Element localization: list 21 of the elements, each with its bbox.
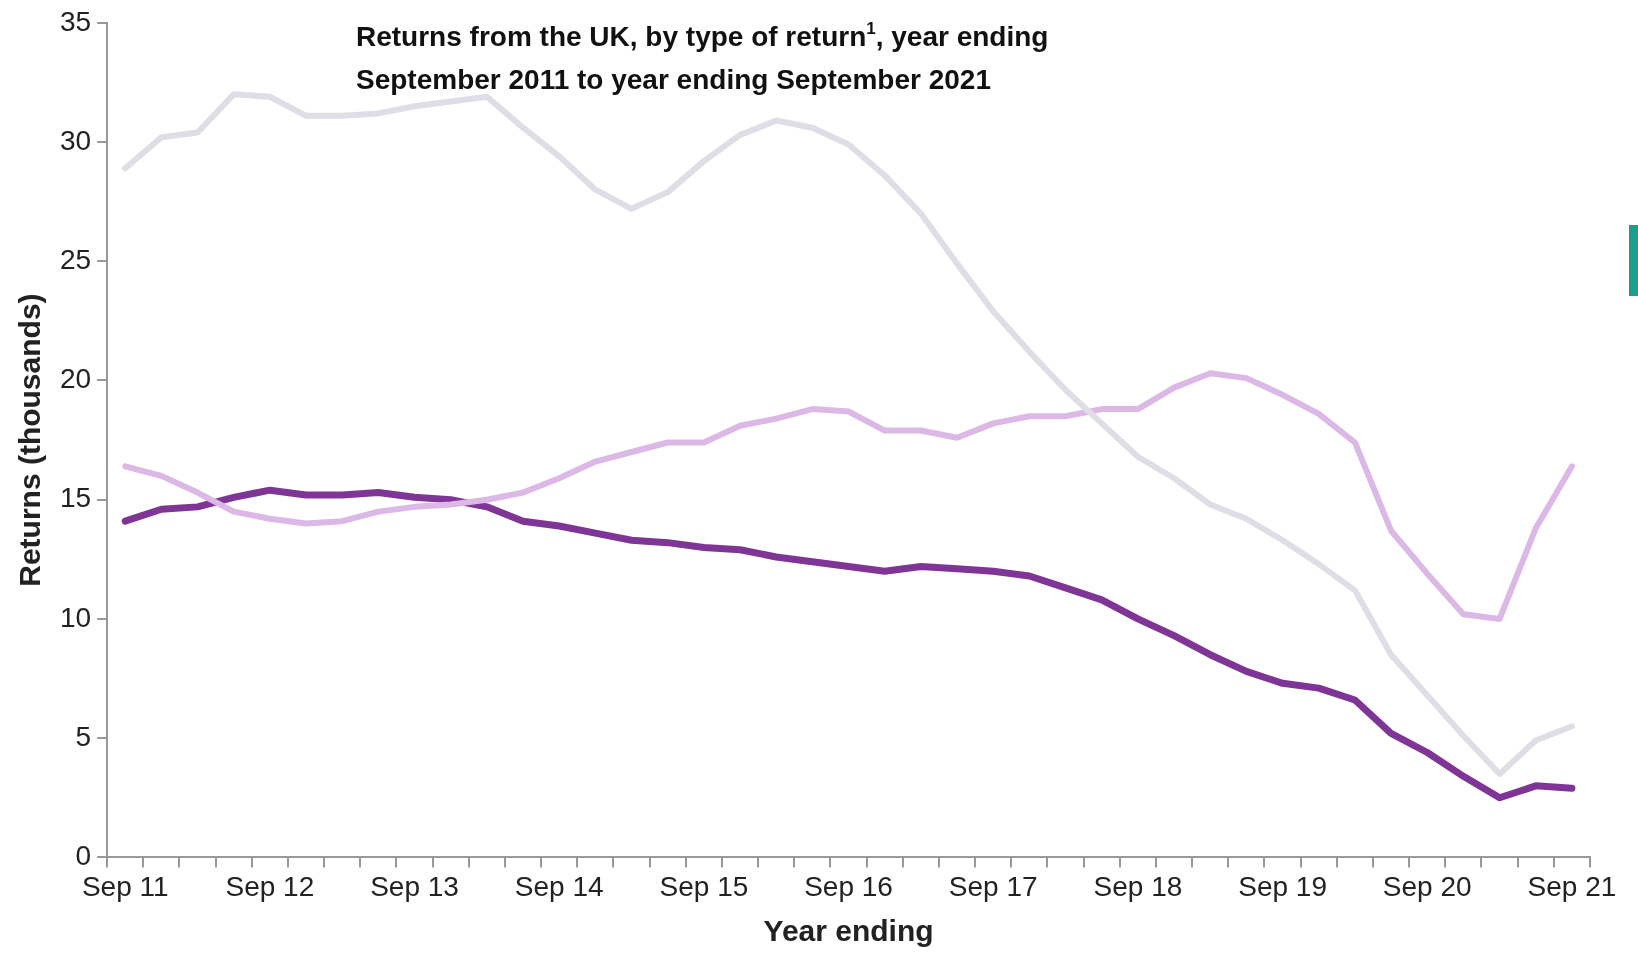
y-tick-label: 30 (59, 124, 92, 156)
y-tick-label: 20 (59, 363, 92, 395)
x-tick-label: Sep 21 (1527, 870, 1617, 902)
x-tick-label: Sep 20 (1382, 870, 1472, 902)
y-tick-label: 15 (59, 482, 92, 514)
x-tick-label: Sep 17 (948, 870, 1038, 902)
y-tick-label: 35 (59, 5, 92, 37)
x-tick-label: Sep 12 (225, 870, 315, 902)
x-tick-label: Sep 19 (1238, 870, 1327, 902)
y-tick-label: 25 (59, 243, 92, 275)
y-tick-label: 0 (75, 840, 92, 872)
x-tick-label: Sep 11 (81, 870, 169, 902)
x-tick-label: Sep 14 (514, 870, 604, 902)
y-tick-label: 10 (59, 601, 92, 633)
x-axis-title: Year ending (763, 914, 934, 948)
y-axis-title: Returns (thousands) (13, 293, 47, 587)
x-tick-label: Sep 13 (370, 870, 459, 902)
x-tick-label: Sep 15 (659, 870, 749, 902)
x-tick-label: Sep 18 (1093, 870, 1183, 902)
x-tick-label: Sep 16 (804, 870, 893, 902)
y-tick-label: 5 (75, 720, 92, 752)
